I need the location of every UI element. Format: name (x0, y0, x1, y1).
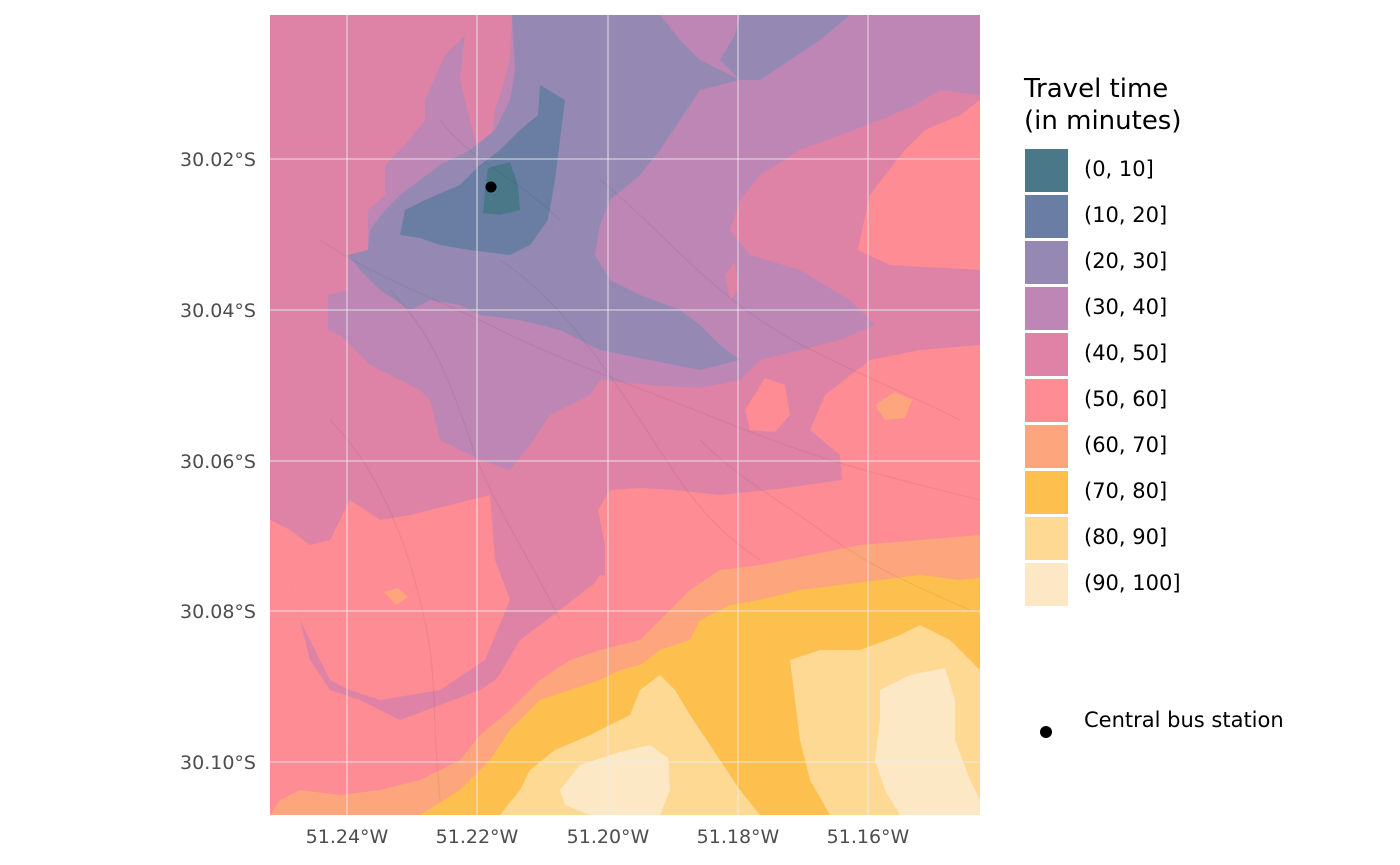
station-legend-label: Central bus station (1084, 708, 1284, 732)
zone-20-30-east (720, 15, 850, 80)
y-tick-label: 30.06°S (180, 451, 256, 473)
legend-item: (60, 70] (1025, 425, 1265, 469)
zone-60-70-spot (875, 392, 912, 420)
zone-50-60-spot (745, 378, 790, 432)
legend-swatch (1025, 471, 1068, 514)
y-tick-label: 30.02°S (180, 149, 256, 171)
legend-label: (0, 10] (1084, 157, 1154, 181)
legend-label: (80, 90] (1084, 525, 1168, 549)
legend-item: (20, 30] (1025, 241, 1265, 285)
legend-item: (0, 10] (1025, 149, 1265, 193)
legend-swatch (1025, 333, 1068, 376)
x-tick-label: 51.22°W (436, 826, 519, 848)
station-dot-icon (1040, 726, 1052, 738)
legend-item: (70, 80] (1025, 471, 1265, 515)
legend-swatch (1025, 195, 1068, 238)
grid-lines (270, 15, 980, 815)
legend-swatch (1025, 287, 1068, 330)
y-tick-label: 30.08°S (180, 601, 256, 623)
y-tick-label: 30.04°S (180, 300, 256, 322)
zone-90-100 (560, 745, 670, 815)
legend-swatch (1025, 563, 1068, 606)
zone-90-100-east (875, 668, 980, 815)
zone-60-70-spot2 (384, 588, 408, 605)
legend-label: (70, 80] (1084, 479, 1168, 503)
y-tick-label: 30.10°S (180, 752, 256, 774)
legend-swatch (1025, 379, 1068, 422)
legend-item: (30, 40] (1025, 287, 1265, 331)
x-tick-label: 51.16°W (827, 826, 910, 848)
x-tick-label: 51.24°W (306, 826, 389, 848)
legend-item: (50, 60] (1025, 379, 1265, 423)
legend-label: (10, 20] (1084, 203, 1168, 227)
x-tick-label: 51.18°W (697, 826, 780, 848)
central-bus-station-marker (485, 181, 497, 193)
legend-item: (10, 20] (1025, 195, 1265, 239)
road-network (319, 119, 980, 801)
legend-item: (90, 100] (1025, 563, 1265, 607)
legend-label: (60, 70] (1084, 433, 1168, 457)
legend-swatch (1025, 425, 1068, 468)
legend-title: Travel time (in minutes) (1024, 74, 1182, 136)
x-tick-label: 51.20°W (567, 826, 650, 848)
station-legend: Central bus station (1025, 706, 1285, 766)
map-panel (270, 15, 980, 815)
x-axis: 51.24°W 51.22°W 51.20°W 51.18°W 51.16°W (306, 826, 910, 848)
legend-item: (40, 50] (1025, 333, 1265, 377)
zone-50-60-east (858, 100, 980, 270)
legend-label: (30, 40] (1084, 295, 1168, 319)
zone-0-10 (483, 162, 520, 215)
y-axis: 30.02°S 30.04°S 30.06°S 30.08°S 30.10°S (180, 149, 256, 774)
legend-item: (80, 90] (1025, 517, 1265, 561)
legend-label: (40, 50] (1084, 341, 1168, 365)
legend-swatch (1025, 241, 1068, 284)
zone-30-40 (300, 15, 980, 470)
zone-50-60-mid (480, 345, 980, 700)
zone-40-50-strip (725, 262, 738, 300)
zone-10-20 (400, 85, 565, 255)
legend-swatch (1025, 517, 1068, 560)
legend-label: (50, 60] (1084, 387, 1168, 411)
zone-80-90 (500, 675, 760, 815)
legend-label: (20, 30] (1084, 249, 1168, 273)
legend-swatch (1025, 149, 1068, 192)
legend-label: (90, 100] (1084, 571, 1181, 595)
zone-40-50-north (460, 15, 512, 150)
